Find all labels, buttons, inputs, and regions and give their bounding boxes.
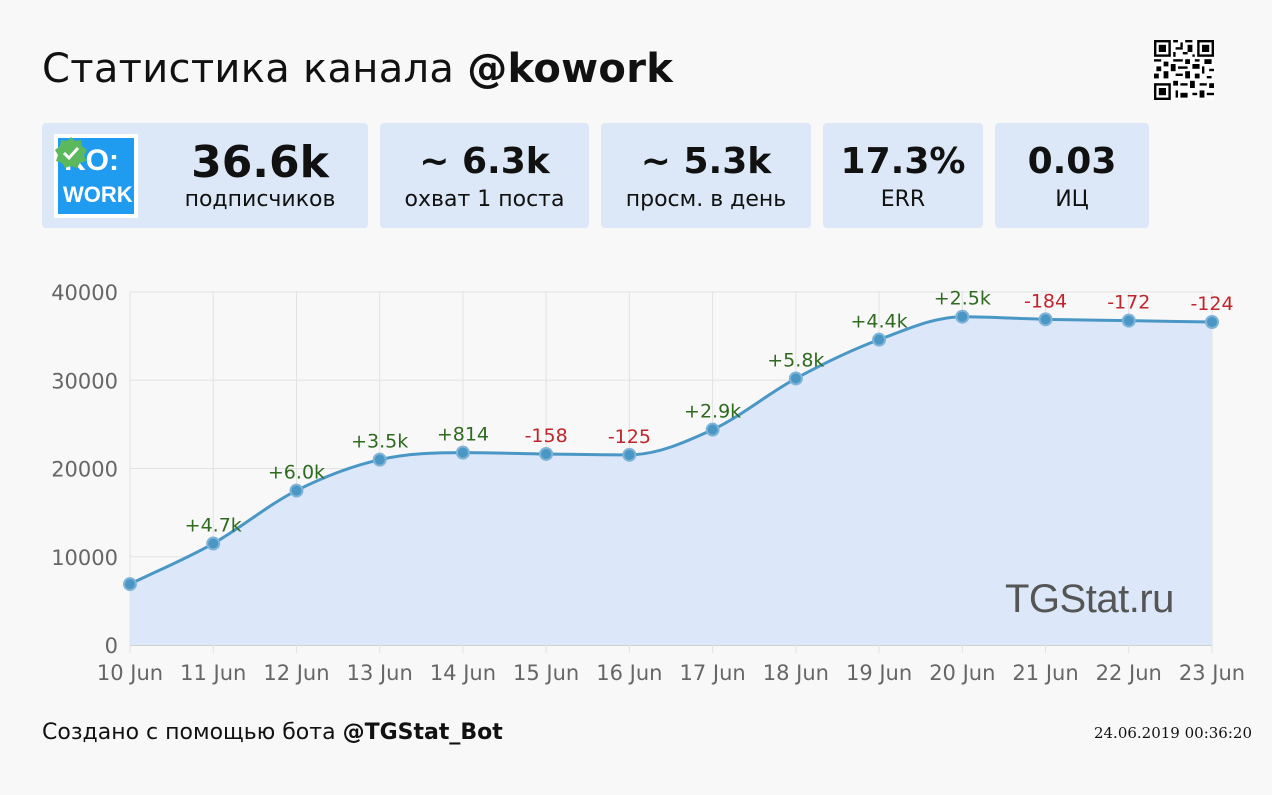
stat-card-citation-index: 0.03 ИЦ: [995, 123, 1149, 228]
data-point: [1038, 312, 1053, 327]
y-tick-label: 0: [105, 634, 118, 658]
data-label: +2.9k: [684, 401, 741, 423]
data-label: -158: [525, 425, 568, 447]
y-tick-label: 10000: [51, 546, 118, 570]
stat-label-reach: охват 1 поста: [404, 187, 565, 212]
x-tick-label: 21 Jun: [1012, 661, 1078, 685]
data-label: +814: [437, 424, 489, 446]
stat-label-err: ERR: [880, 187, 926, 212]
stat-value-citation-index: 0.03: [1027, 141, 1117, 182]
series-area: [130, 316, 1212, 645]
x-tick-label: 11 Jun: [180, 661, 246, 685]
data-label: +6.0k: [268, 462, 325, 484]
stat-card-daily-views: ~ 5.3k просм. в день: [601, 123, 811, 228]
x-tick-label: 10 Jun: [97, 661, 163, 685]
title-prefix: Статистика канала: [42, 46, 468, 92]
stat-value-subscribers: 36.6k: [191, 137, 329, 188]
data-label: -172: [1107, 292, 1150, 314]
data-label: +5.8k: [767, 349, 824, 371]
verified-check-icon: [55, 137, 87, 168]
y-tick-label: 20000: [51, 458, 118, 482]
data-label: -124: [1190, 293, 1233, 315]
data-point: [1205, 315, 1219, 330]
x-tick-label: 15 Jun: [513, 661, 579, 685]
stat-label-daily-views: просм. в день: [625, 187, 787, 212]
stat-value-err: 17.3%: [840, 141, 966, 182]
channel-logo: KO: WORK: [54, 134, 138, 218]
channel-name: @kowork: [467, 46, 674, 92]
data-point: [123, 577, 137, 592]
generated-timestamp: 24.06.2019 00:36:20: [1093, 724, 1252, 742]
y-tick-label: 40000: [51, 281, 118, 305]
footer-prefix: Создано с помощью бота: [42, 720, 343, 745]
watermark: TGStat.ru: [1005, 577, 1174, 621]
data-point: [539, 446, 554, 461]
data-point: [955, 309, 970, 324]
page-title: Статистика канала @kowork: [42, 46, 673, 92]
x-tick-label: 14 Jun: [430, 661, 496, 685]
x-tick-label: 13 Jun: [347, 661, 413, 685]
footer-bot-link[interactable]: @TGStat_Bot: [342, 720, 503, 745]
x-tick-label: 19 Jun: [846, 661, 912, 685]
data-label: -125: [608, 426, 651, 448]
stat-value-daily-views: ~ 5.3k: [640, 141, 772, 182]
stat-card-subscribers: KO: WORK 36.6k подписчиков: [42, 123, 368, 228]
y-tick-label: 30000: [51, 369, 118, 393]
series-line: [129, 315, 1213, 586]
data-point: [1121, 313, 1136, 328]
x-tick-label: 16 Jun: [596, 661, 662, 685]
data-point: [289, 483, 304, 498]
data-point: [372, 452, 387, 467]
data-label: +2.5k: [934, 288, 991, 310]
stat-label-citation-index: ИЦ: [1055, 187, 1089, 212]
x-tick-label: 23 Jun: [1179, 661, 1245, 685]
x-tick-label: 18 Jun: [763, 661, 829, 685]
x-tick-label: 12 Jun: [263, 661, 329, 685]
data-point: [705, 422, 720, 437]
stat-card-err: 17.3% ERR: [823, 123, 983, 228]
data-point: [622, 447, 637, 462]
data-point: [206, 536, 221, 551]
stat-card-reach: ~ 6.3k охват 1 поста: [380, 123, 589, 228]
footer-credit: Создано с помощью бота @TGStat_Bot: [42, 720, 503, 745]
data-point: [455, 445, 470, 460]
data-label: +4.4k: [851, 311, 908, 333]
data-label: -184: [1024, 290, 1067, 312]
x-tick-label: 22 Jun: [1096, 661, 1162, 685]
data-point: [872, 332, 887, 347]
stat-value-reach: ~ 6.3k: [419, 141, 550, 182]
data-label: +3.5k: [351, 431, 408, 453]
logo-text-bottom: WORK: [63, 182, 133, 207]
data-label: +4.7k: [185, 515, 242, 537]
x-tick-label: 20 Jun: [929, 661, 995, 685]
subscribers-chart: 0 10000 20000 30000 40000 10 Jun 11 Jun 12 Jun 1…: [51, 281, 1245, 685]
qr-code-icon: [1154, 40, 1214, 100]
stat-label-subscribers: подписчиков: [184, 187, 336, 212]
x-tick-label: 17 Jun: [680, 661, 746, 685]
data-point: [788, 371, 803, 386]
